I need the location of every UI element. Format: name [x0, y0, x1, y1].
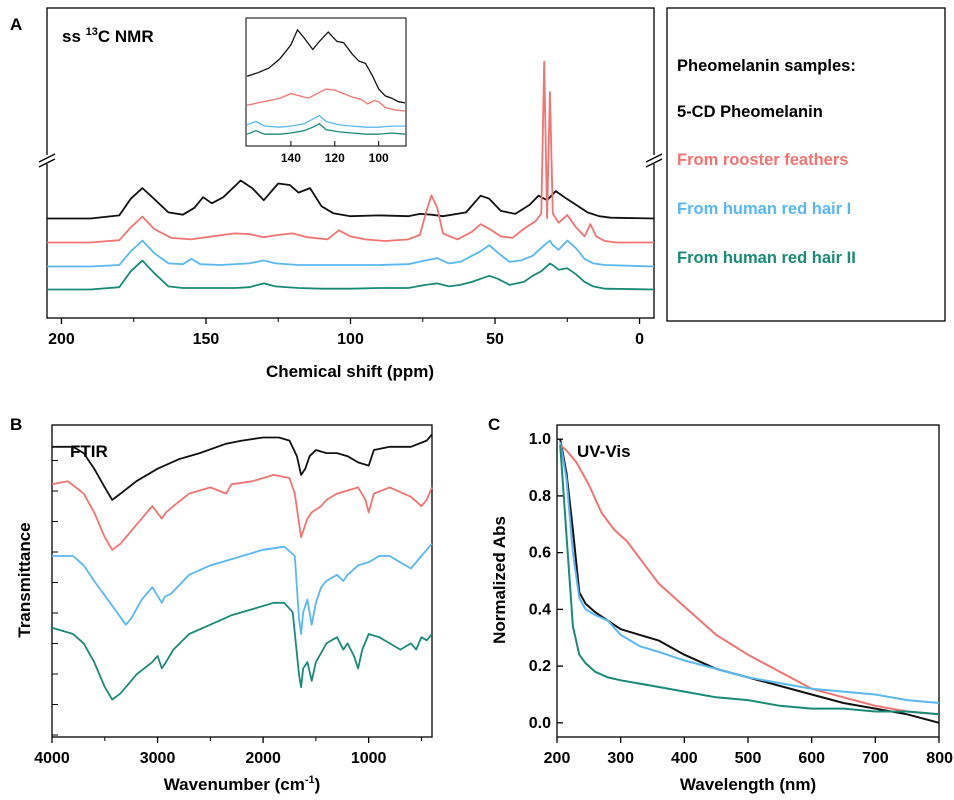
panel-b-series [51, 433, 433, 701]
x-tick-label-150: 150 [193, 331, 220, 348]
ftir-line-from-rooster-feathers [51, 474, 433, 551]
panel-a-x-ticks: 200 150 100 50 0 [48, 318, 644, 348]
panel-b-ylabel: Transmittance [15, 522, 34, 637]
panel-a: A ss 13C NMR 200 150 100 50 0 Chemical shift… [10, 7, 663, 381]
panel-c-title: UV-Vis [577, 442, 631, 461]
inset-frame [245, 17, 407, 147]
x-tick-label-400: 400 [671, 750, 698, 767]
panel-c-frame [556, 424, 940, 738]
legend: Pheomelanin samples: 5-CD Pheomelanin Fr… [666, 7, 946, 322]
nmr-line-from-rooster-feathers [47, 60, 654, 244]
y-tick-label-0: 0.0 [529, 715, 551, 732]
inset-x-ticks: 140 120 100 [281, 141, 389, 165]
uvvis-line-from-human-red-hair-ii [559, 444, 940, 716]
ftir-line-5-cd-pheomelanin [52, 433, 433, 501]
x-tick-label-4000: 4000 [34, 750, 70, 767]
panel-c: C UV-Vis 0.0 0.2 0.4 0.6 0.8 1.0 200 300 400 500… [488, 415, 953, 794]
x-tick-label-50: 50 [486, 331, 504, 348]
panel-a-xlabel: Chemical shift (ppm) [266, 362, 434, 381]
panel-a-series [47, 60, 655, 291]
x-tick-label-300: 300 [607, 750, 634, 767]
ftir-line-from-human-red-hair-i [52, 543, 433, 635]
panel-b-y-ticks [52, 460, 58, 736]
panel-b-x-ticks: 4000 3000 2000 1000 [34, 737, 422, 767]
panel-a-title: ss 13C NMR [62, 26, 154, 46]
x-tick-label-2000: 2000 [245, 750, 281, 767]
panel-a-label: A [10, 15, 22, 34]
panel-b-xlabel: Wavenumber (cm-1) [164, 774, 321, 794]
axis-break-right [645, 153, 663, 168]
uvvis-line-from-human-red-hair-i [559, 441, 940, 704]
nmr-line-5-cd-pheomelanin [47, 179, 655, 220]
panel-b: B FTIR 4000 3000 2000 1000 Transmittance Wa… [10, 415, 433, 794]
y-tick-label-0.2: 0.2 [529, 658, 551, 675]
panel-b-label: B [10, 415, 22, 434]
x-tick-label-200: 200 [48, 331, 75, 348]
legend-entry-hair-1: From human red hair I [677, 200, 851, 218]
inset-line-teal [246, 123, 406, 135]
x-tick-label-600: 600 [798, 750, 825, 767]
inset-line-blue [246, 114, 405, 128]
inset-line-black [246, 28, 406, 104]
x-tick-label-200: 200 [544, 750, 571, 767]
panel-a-inset: 140 120 100 [245, 17, 407, 165]
nmr-line-from-human-red-hair-ii [47, 259, 655, 291]
legend-title: Pheomelanin samples: [677, 57, 856, 75]
panel-b-title: FTIR [70, 442, 108, 461]
inset-series [246, 28, 406, 135]
y-tick-label-0.8: 0.8 [529, 488, 551, 505]
panel-c-ylabel: Normalized Abs [490, 516, 509, 644]
legend-entry-rooster: From rooster feathers [677, 151, 848, 169]
panel-c-x-ticks: 200 300 400 500 600 700 800 [544, 737, 953, 767]
x-tick-label-800: 800 [926, 750, 953, 767]
ftir-line-from-human-red-hair-ii [51, 601, 433, 701]
inset-line-red [246, 88, 406, 112]
nmr-line-from-human-red-hair-i [47, 239, 655, 268]
inset-x-tick-label-100: 100 [369, 151, 389, 165]
legend-frame [666, 7, 946, 322]
x-tick-label-1000: 1000 [351, 750, 387, 767]
panel-c-xlabel: Wavelength (nm) [680, 775, 816, 794]
legend-entry-hair-2: From human red hair II [677, 249, 856, 267]
panel-c-y-ticks: 0.0 0.2 0.4 0.6 0.8 1.0 [529, 431, 563, 732]
y-tick-label-0.6: 0.6 [529, 545, 551, 562]
panel-c-label: C [488, 415, 500, 434]
x-tick-label-500: 500 [735, 750, 762, 767]
x-tick-label-100: 100 [337, 331, 364, 348]
panel-b-frame [51, 424, 433, 738]
axis-break-left [38, 153, 56, 168]
x-tick-label-0: 0 [635, 331, 644, 348]
x-tick-label-3000: 3000 [140, 750, 176, 767]
x-tick-label-700: 700 [862, 750, 889, 767]
inset-x-tick-label-140: 140 [281, 151, 301, 165]
panel-c-series [559, 439, 940, 724]
y-tick-label-0.4: 0.4 [529, 601, 551, 618]
legend-entry-5cd: 5-CD Pheomelanin [677, 103, 823, 121]
inset-x-tick-label-120: 120 [325, 151, 345, 165]
y-tick-label-1: 1.0 [529, 431, 551, 448]
uvvis-line-from-rooster-feathers [559, 444, 940, 716]
